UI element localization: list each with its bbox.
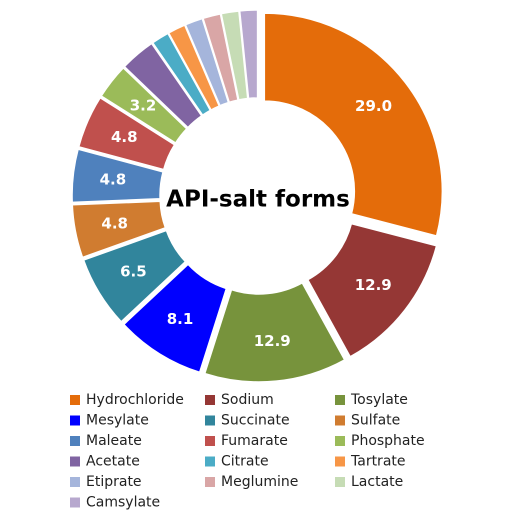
legend-swatch bbox=[335, 395, 345, 405]
value-label: 4.8 bbox=[111, 128, 138, 146]
legend-label: Maleate bbox=[86, 433, 142, 449]
donut-slice bbox=[100, 66, 188, 145]
legend-swatch bbox=[70, 497, 80, 508]
donut-slice bbox=[122, 263, 228, 374]
legend-swatch bbox=[335, 415, 345, 426]
legend-swatch bbox=[70, 477, 80, 487]
legend-label: Fumarate bbox=[221, 433, 288, 449]
donut-slice bbox=[263, 12, 444, 237]
chart-title: API-salt forms bbox=[166, 187, 350, 213]
legend-swatch bbox=[70, 436, 80, 446]
value-label: 3.2 bbox=[130, 97, 157, 115]
donut-slice bbox=[123, 42, 203, 129]
donut-slice bbox=[184, 17, 230, 107]
value-label: 6.5 bbox=[120, 263, 147, 281]
legend-swatch bbox=[70, 415, 80, 426]
value-label: 12.9 bbox=[254, 332, 291, 350]
legend-label: Sodium bbox=[221, 392, 274, 408]
donut-slice bbox=[167, 24, 221, 112]
donut-slice bbox=[306, 222, 438, 358]
legend-label: Phosphate bbox=[351, 433, 425, 449]
legend-swatch bbox=[335, 456, 345, 467]
legend-swatch bbox=[205, 395, 215, 405]
donut-slice bbox=[71, 148, 165, 204]
legend-swatch bbox=[70, 395, 80, 405]
donut-slice bbox=[238, 9, 259, 100]
legend-label: Acetate bbox=[86, 454, 140, 470]
legend-swatch bbox=[205, 477, 215, 487]
donut-slice bbox=[82, 229, 187, 323]
value-label: 4.8 bbox=[101, 214, 128, 232]
donut-slice bbox=[203, 281, 346, 383]
donut-slice bbox=[71, 200, 167, 259]
value-label: 8.1 bbox=[167, 310, 194, 328]
value-label: 12.9 bbox=[355, 276, 392, 294]
legend-label: Citrate bbox=[221, 454, 269, 470]
donut-slice bbox=[220, 10, 249, 101]
legend-label: Sulfate bbox=[351, 413, 400, 429]
legend-label: Camsylate bbox=[86, 495, 160, 511]
value-label: 29.0 bbox=[355, 97, 392, 115]
legend-swatch bbox=[205, 456, 215, 467]
value-label: 4.8 bbox=[100, 170, 127, 188]
legend-label: Succinate bbox=[221, 413, 290, 429]
legend-label: Meglumine bbox=[221, 474, 298, 490]
legend-swatch bbox=[335, 477, 345, 487]
legend-label: Hydrochloride bbox=[86, 392, 184, 408]
legend-swatch bbox=[205, 436, 215, 446]
legend-swatch bbox=[335, 436, 345, 446]
donut-slice bbox=[202, 12, 239, 104]
legend-label: Etiprate bbox=[86, 474, 142, 490]
donut-slice bbox=[151, 32, 212, 117]
legend-label: Mesylate bbox=[86, 413, 149, 429]
donut-slice bbox=[77, 96, 176, 171]
legend-label: Tosylate bbox=[350, 392, 408, 408]
legend-swatch bbox=[70, 456, 80, 467]
legend-label: Lactate bbox=[351, 474, 403, 490]
legend-label: Tartrate bbox=[350, 454, 406, 470]
legend-swatch bbox=[205, 415, 215, 426]
